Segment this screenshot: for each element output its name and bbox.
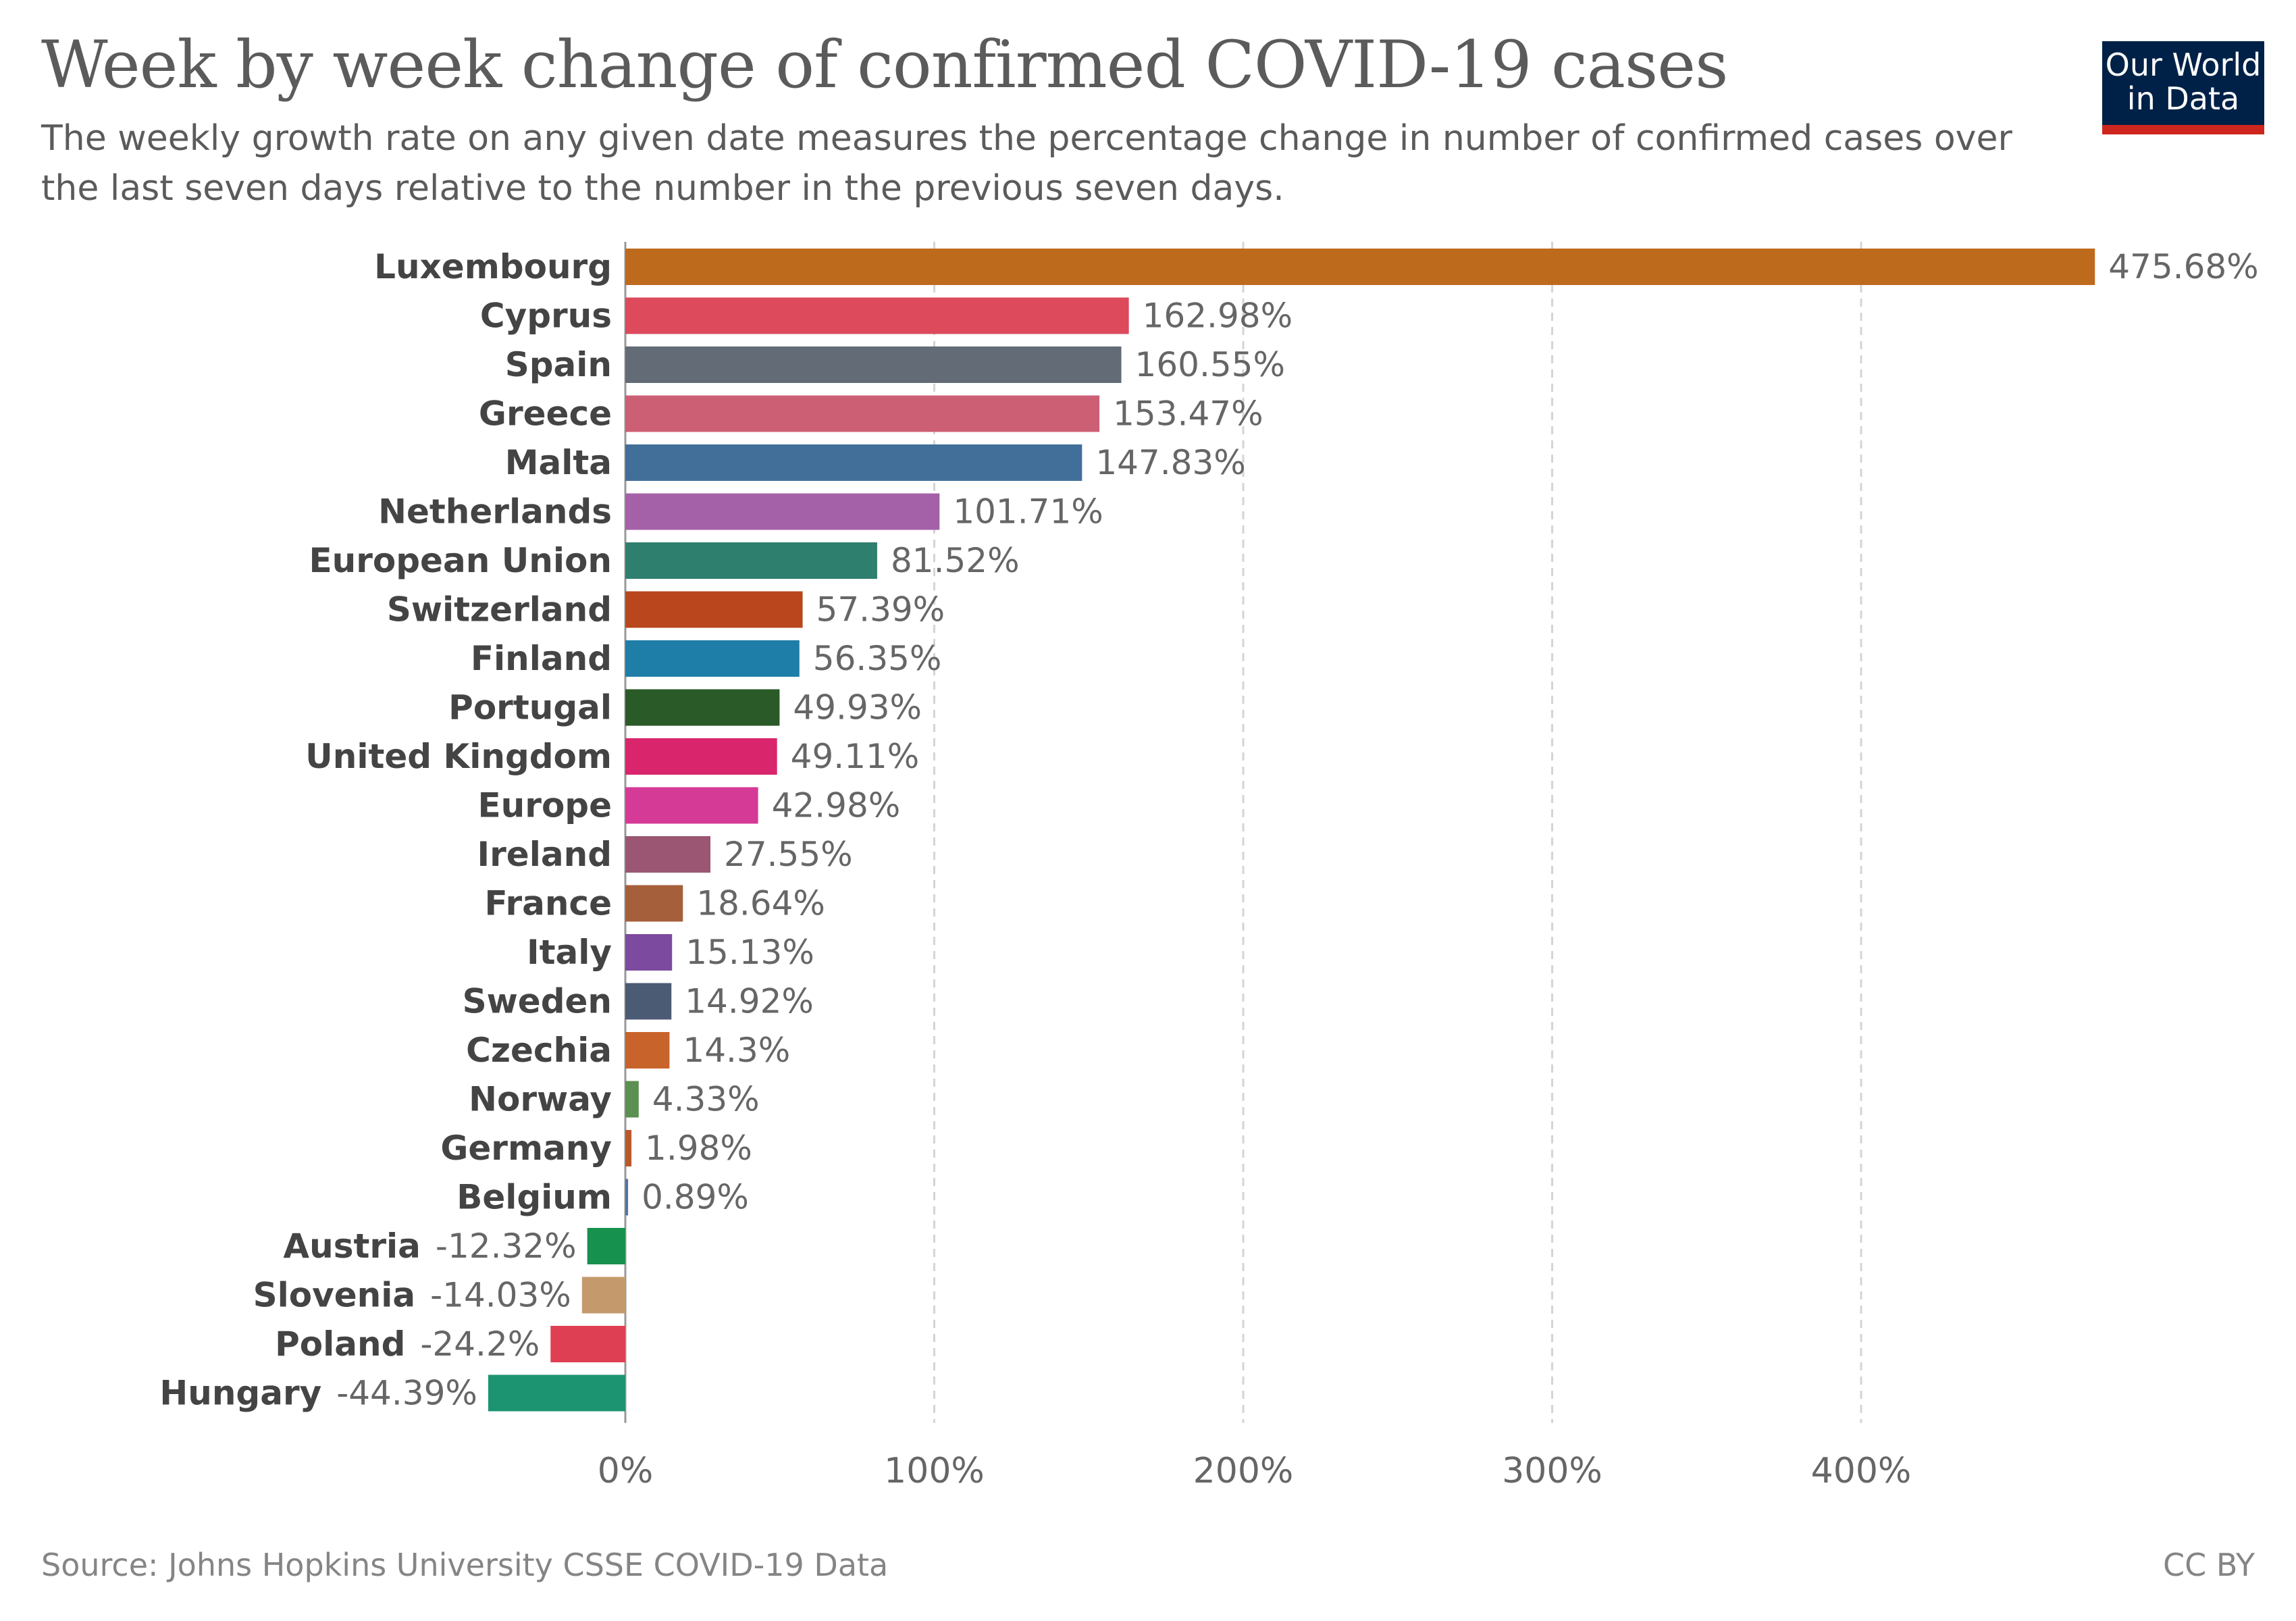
bar: [625, 836, 711, 873]
bar: [625, 787, 758, 824]
bar: [625, 591, 803, 628]
value-label: 1.98%: [645, 1129, 752, 1168]
value-label: -12.32%: [436, 1227, 577, 1266]
value-label: 14.3%: [683, 1031, 790, 1070]
bar: [625, 346, 1122, 383]
bar: [625, 934, 673, 971]
value-label: 27.55%: [724, 835, 853, 874]
bar: [587, 1228, 625, 1264]
value-label: 49.11%: [791, 737, 920, 776]
category-label: Europe: [478, 786, 612, 825]
x-tick-label: 100%: [884, 1451, 985, 1491]
category-label: Poland: [275, 1324, 405, 1364]
category-label: Spain: [505, 345, 612, 384]
bar: [488, 1374, 625, 1412]
logo-accent-bar: [2102, 125, 2264, 134]
category-label: Belgium: [456, 1178, 612, 1217]
bar: [625, 885, 683, 922]
value-label: 475.68%: [2108, 247, 2258, 286]
bar: [625, 395, 1100, 432]
bar: [625, 297, 1129, 334]
value-label: 0.89%: [642, 1178, 749, 1217]
owid-logo[interactable]: Our World in Data: [2102, 41, 2264, 134]
value-label: 14.92%: [685, 982, 814, 1021]
category-label: Italy: [527, 933, 612, 972]
category-label: Cyprus: [480, 297, 612, 336]
logo-line-1: Our World: [2105, 47, 2262, 83]
category-label: Luxembourg: [374, 247, 612, 286]
category-label: Hungary: [159, 1374, 321, 1413]
value-label: 101.71%: [953, 492, 1103, 532]
value-label: 49.93%: [793, 688, 922, 727]
category-label: France: [484, 884, 612, 923]
category-label: Austria: [283, 1227, 421, 1266]
bar: [625, 640, 800, 677]
value-label: 162.98%: [1143, 297, 1293, 336]
category-label: Greece: [479, 394, 612, 434]
bar: [550, 1326, 625, 1362]
category-label: Germany: [440, 1129, 612, 1168]
value-label: 18.64%: [696, 884, 825, 923]
value-label: 57.39%: [816, 590, 945, 629]
x-tick-label: 200%: [1193, 1451, 1294, 1491]
source-note[interactable]: Source: Johns Hopkins University CSSE CO…: [41, 1547, 889, 1583]
category-label: Sweden: [463, 982, 612, 1021]
value-label: 160.55%: [1135, 345, 1285, 384]
category-label: Switzerland: [387, 590, 612, 629]
bar: [625, 1081, 639, 1118]
bar: [625, 689, 780, 726]
value-label: -44.39%: [336, 1374, 477, 1413]
value-label: -14.03%: [430, 1276, 571, 1315]
category-label: Czechia: [466, 1031, 612, 1070]
category-label: European Union: [309, 541, 612, 580]
bar: [625, 1130, 632, 1166]
value-label: 42.98%: [772, 786, 901, 825]
category-label: Malta: [505, 443, 612, 482]
value-label: 15.13%: [685, 933, 814, 972]
license-note[interactable]: CC BY: [2162, 1547, 2255, 1583]
category-label: Slovenia: [253, 1276, 415, 1315]
value-label: 147.83%: [1095, 443, 1245, 482]
bar: [625, 738, 777, 775]
bar: [625, 1032, 670, 1069]
bar: [625, 444, 1082, 481]
bar: [625, 493, 940, 530]
value-label: 4.33%: [652, 1080, 760, 1119]
value-label: 81.52%: [891, 541, 1020, 580]
bar: [625, 983, 672, 1020]
value-label: -24.2%: [420, 1324, 540, 1364]
category-label: Portugal: [448, 688, 612, 727]
category-label: Netherlands: [378, 492, 612, 532]
category-label: Norway: [469, 1080, 612, 1119]
chart-subtitle: The weekly growth rate on any given date…: [41, 118, 2012, 209]
category-label: Finland: [471, 639, 612, 678]
category-label: United Kingdom: [305, 737, 612, 776]
x-tick-label: 300%: [1502, 1451, 1602, 1491]
x-tick-label: 400%: [1811, 1451, 1912, 1491]
bar: [625, 542, 877, 579]
bar-chart: 0% 100% 200% 300% 400% Luxembourg 475.68% Cypru…: [159, 242, 2259, 1491]
logo-line-2: in Data: [2127, 80, 2240, 117]
bar: [581, 1277, 625, 1314]
category-label: Ireland: [477, 835, 612, 874]
x-tick-label: 0%: [598, 1451, 654, 1491]
bar: [625, 1179, 629, 1216]
value-label: 56.35%: [813, 639, 942, 678]
chart-title: Week by week change of confirmed COVID-1…: [41, 27, 1728, 103]
value-label: 153.47%: [1113, 394, 1263, 434]
bar: [625, 249, 2095, 285]
